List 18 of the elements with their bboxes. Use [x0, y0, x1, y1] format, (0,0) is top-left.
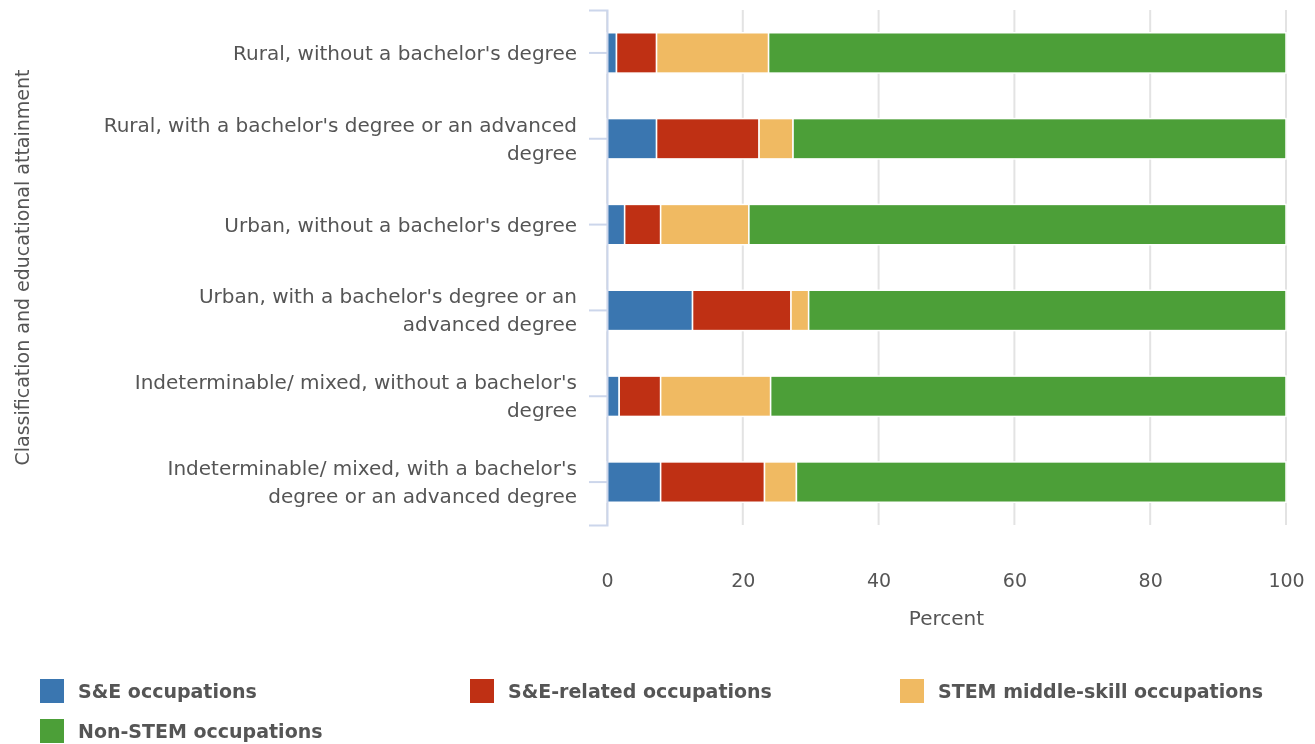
y-tick-label: Indeterminable/ mixed, with a bachelor's degree or an advanced degree: [167, 456, 577, 509]
legend-label: S&E occupations: [78, 679, 257, 702]
y-tick-label: Rural, without a bachelor's degree: [233, 40, 577, 65]
y-tick-label: Indeterminable/ mixed, without a bachelor's degree: [134, 370, 577, 423]
x-tick-label: 40: [867, 568, 892, 591]
x-axis-title: Percent: [908, 606, 985, 630]
legend-label: S&E-related occupations: [508, 679, 772, 702]
y-axis-title: Classification and educational attainment: [11, 69, 33, 466]
x-tick-label: 60: [1002, 568, 1027, 591]
legend-label: Non-STEM occupations: [78, 719, 323, 742]
y-tick-label: Rural, with a bachelor's degree or an advanced degree: [103, 112, 577, 165]
legend-label: STEM middle-skill occupations: [938, 679, 1264, 702]
y-tick-label: Urban, with a bachelor's degree or an advanced degree: [198, 284, 577, 337]
x-tick-label: 20: [731, 568, 756, 591]
x-tick-label: 0: [601, 568, 614, 591]
y-tick-label: Urban, without a bachelor's degree: [224, 212, 577, 237]
x-tick-label: 100: [1268, 568, 1305, 591]
x-tick-label: 80: [1138, 568, 1163, 591]
